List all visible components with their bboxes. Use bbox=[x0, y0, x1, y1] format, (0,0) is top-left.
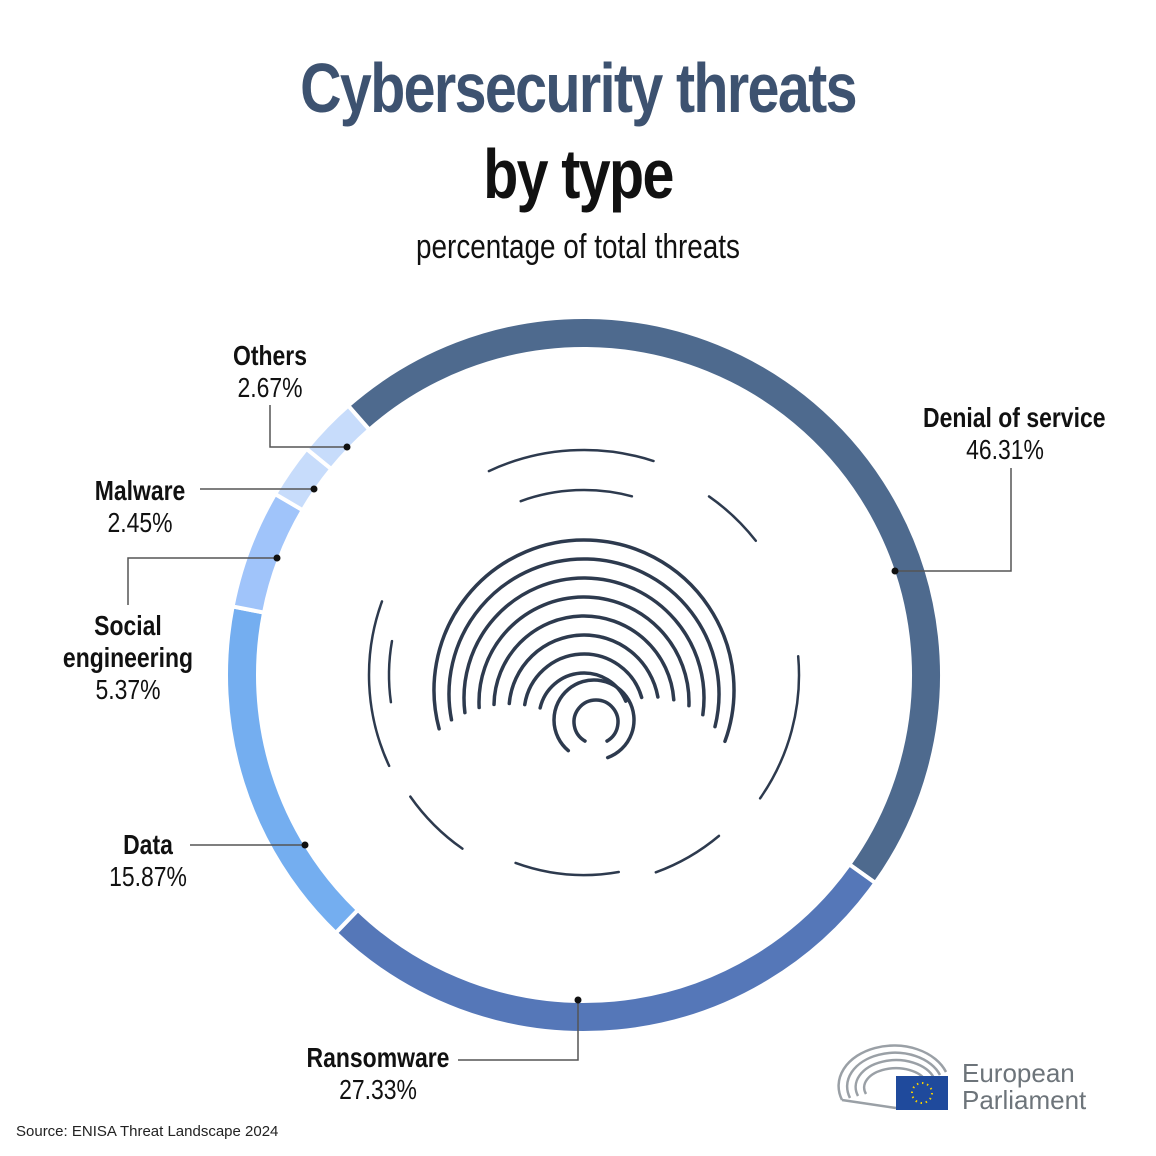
chart-title-line2: by type bbox=[483, 135, 674, 213]
slice-others bbox=[303, 402, 373, 472]
slice-denial-of-service bbox=[345, 315, 944, 886]
label-data: Data 15.87% bbox=[109, 829, 187, 892]
leader-dot bbox=[273, 554, 281, 562]
parliament-logo-icon bbox=[837, 1044, 948, 1110]
fingerprint-ridge bbox=[462, 576, 706, 717]
fingerprint-ridge bbox=[572, 698, 620, 743]
label-others: Others 2.67% bbox=[232, 340, 308, 403]
fingerprint-ridge bbox=[758, 655, 801, 800]
fingerprint-ridge bbox=[492, 614, 676, 707]
fingerprint-ridge bbox=[477, 595, 691, 710]
leader-dot bbox=[310, 485, 318, 493]
european-parliament-logo-text: European Parliament bbox=[962, 1058, 1087, 1115]
fingerprint-ridge bbox=[514, 861, 620, 877]
leader-dot bbox=[891, 567, 899, 575]
source-note: Source: ENISA Threat Landscape 2024 bbox=[16, 1123, 279, 1140]
leader-dot bbox=[343, 443, 351, 451]
fingerprint-ridge bbox=[654, 834, 721, 874]
leader-social bbox=[127, 557, 277, 605]
fingerprint-ridge bbox=[507, 633, 660, 706]
slice-data bbox=[224, 604, 361, 936]
slice-ransomware bbox=[332, 861, 879, 1035]
fingerprint-ridge bbox=[487, 448, 655, 473]
label-social-engineering: Social engineering 5.37% bbox=[62, 610, 194, 705]
fingerprint-ridge bbox=[707, 495, 758, 543]
fingerprint-ridge bbox=[367, 600, 391, 768]
leader-dot bbox=[574, 996, 582, 1004]
label-malware: Malware 2.45% bbox=[94, 475, 186, 538]
label-denial-of-service: Denial of service 46.31% bbox=[923, 402, 1106, 465]
fingerprint-ridge bbox=[519, 488, 634, 503]
leader-dot bbox=[301, 841, 309, 849]
leader-ransomware bbox=[458, 1000, 579, 1061]
fingerprint-ridge bbox=[409, 795, 464, 850]
chart-title: Cybersecurity threats bbox=[300, 49, 857, 127]
fingerprint-icon bbox=[367, 448, 801, 877]
fingerprint-ridge bbox=[552, 678, 636, 760]
chart-subtitle: percentage of total threats bbox=[416, 228, 740, 266]
leader-denial bbox=[895, 468, 1012, 572]
slice-social-engineering bbox=[230, 491, 306, 615]
leader-others bbox=[269, 405, 347, 448]
label-ransomware: Ransomware 27.33% bbox=[306, 1042, 450, 1105]
fingerprint-ridge bbox=[387, 639, 394, 704]
fingerprint-ridge bbox=[447, 557, 721, 729]
fingerprint-ridge bbox=[432, 538, 736, 744]
fingerprint-ridge bbox=[522, 652, 644, 707]
